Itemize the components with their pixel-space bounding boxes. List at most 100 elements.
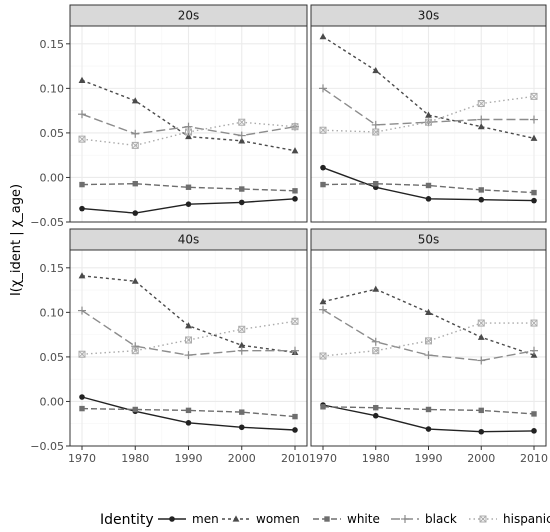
boxx-cross bbox=[425, 337, 432, 345]
point-men bbox=[478, 428, 485, 435]
point-men bbox=[185, 201, 192, 207]
point-white bbox=[132, 180, 138, 187]
point-hispanic bbox=[131, 141, 139, 149]
point-white bbox=[531, 189, 537, 196]
point-white bbox=[132, 406, 138, 413]
x-tick-label: 1980 bbox=[121, 452, 149, 465]
y-tick-label: 0.15 bbox=[40, 262, 65, 275]
point-black bbox=[477, 115, 486, 124]
strip-label: 30s bbox=[418, 9, 440, 23]
legend-key-marker bbox=[401, 515, 409, 523]
y-tick-label: 0.10 bbox=[40, 306, 65, 319]
point-white bbox=[320, 181, 326, 188]
boxx-frame bbox=[477, 100, 485, 108]
boxx-frame bbox=[372, 128, 380, 136]
point-hispanic bbox=[185, 336, 192, 344]
boxx-cross bbox=[530, 93, 538, 100]
point-hispanic bbox=[238, 118, 246, 126]
boxx-frame bbox=[530, 319, 538, 327]
boxx-frame bbox=[131, 347, 139, 355]
boxx-cross bbox=[372, 347, 380, 354]
point-women bbox=[425, 308, 432, 315]
y-tick-label: 0.10 bbox=[40, 82, 65, 95]
legend-key-marker bbox=[169, 516, 175, 522]
point-men bbox=[238, 199, 245, 206]
point-hispanic bbox=[477, 319, 485, 327]
panel-30s: 30s bbox=[310, 4, 547, 223]
legend-key-marker bbox=[324, 516, 330, 522]
legend-item-women: women bbox=[222, 512, 300, 526]
point-hispanic bbox=[425, 118, 432, 126]
point-black bbox=[291, 346, 299, 355]
legend-item-black: black bbox=[391, 512, 457, 526]
point-men bbox=[292, 196, 298, 202]
x-tick-label: 2000 bbox=[467, 452, 495, 465]
point-hispanic bbox=[477, 100, 485, 108]
strip-label: 40s bbox=[178, 233, 200, 247]
point-women bbox=[530, 134, 538, 141]
point-men bbox=[372, 412, 379, 419]
panel-40s: 40s 0.15 0.10 0.05 0.00 −0.05 1970 1980 1990 2000… bbox=[30, 228, 309, 465]
legend-key-marker bbox=[232, 515, 240, 522]
point-hispanic bbox=[78, 135, 86, 143]
boxx-cross bbox=[131, 347, 139, 354]
legend-item-white: white bbox=[313, 512, 380, 526]
point-men bbox=[478, 196, 485, 203]
x-tick-label: 1970 bbox=[68, 452, 96, 465]
strip bbox=[310, 4, 547, 27]
boxx-cross bbox=[291, 317, 299, 325]
point-women bbox=[372, 66, 380, 74]
point-women bbox=[78, 272, 86, 279]
point-men bbox=[238, 424, 245, 431]
point-hispanic bbox=[131, 347, 139, 355]
point-men bbox=[531, 428, 537, 434]
series-line-black bbox=[322, 309, 535, 362]
legend-label: black bbox=[425, 512, 457, 526]
point-women bbox=[185, 132, 192, 140]
y-tick-label: 0.00 bbox=[40, 395, 65, 408]
point-black bbox=[131, 342, 140, 351]
point-black bbox=[237, 346, 246, 355]
point-white bbox=[425, 406, 432, 413]
strip bbox=[310, 228, 547, 251]
strip bbox=[69, 228, 308, 251]
boxx-frame bbox=[425, 118, 432, 126]
boxx-frame bbox=[78, 350, 86, 358]
panel-20s: 20s 0.15 0.10 0.05 0.00 −0.05 bbox=[30, 4, 308, 229]
point-black bbox=[78, 306, 86, 315]
point-black bbox=[477, 356, 486, 365]
point-hispanic bbox=[372, 347, 380, 355]
boxx-cross bbox=[477, 319, 485, 327]
boxx-cross bbox=[372, 128, 380, 136]
x-tick-label: 2000 bbox=[228, 452, 256, 465]
x-tick-label: 1980 bbox=[362, 452, 390, 465]
point-women bbox=[372, 285, 380, 292]
point-men bbox=[425, 196, 432, 202]
point-women bbox=[131, 97, 139, 104]
point-white bbox=[239, 186, 245, 192]
y-tick-label: −0.05 bbox=[30, 216, 64, 229]
boxx-cross bbox=[479, 515, 487, 523]
point-women bbox=[477, 123, 485, 130]
boxx-cross bbox=[78, 135, 86, 143]
point-women bbox=[291, 147, 299, 154]
y-tick-label: 0.00 bbox=[40, 171, 65, 184]
point-men bbox=[132, 210, 139, 216]
point-white bbox=[292, 188, 298, 194]
y-tick-label: 0.05 bbox=[40, 127, 65, 140]
series-line-women bbox=[322, 288, 535, 356]
boxx-cross bbox=[477, 100, 485, 107]
point-black bbox=[184, 351, 193, 360]
boxx-cross bbox=[291, 123, 299, 130]
x-tick-label: 1990 bbox=[175, 452, 203, 465]
legend: Identity men women white black hispanic bbox=[100, 512, 550, 528]
boxx-frame bbox=[238, 118, 246, 126]
point-hispanic bbox=[425, 337, 432, 345]
point-white bbox=[373, 180, 379, 187]
series-line-hispanic bbox=[322, 95, 535, 133]
point-black bbox=[78, 110, 86, 119]
panel-50s: 50s 1970 1980 1990 2000 2010 bbox=[309, 228, 548, 465]
legend-label: men bbox=[192, 512, 219, 526]
boxx-frame bbox=[185, 336, 192, 344]
boxx-frame bbox=[291, 123, 299, 131]
